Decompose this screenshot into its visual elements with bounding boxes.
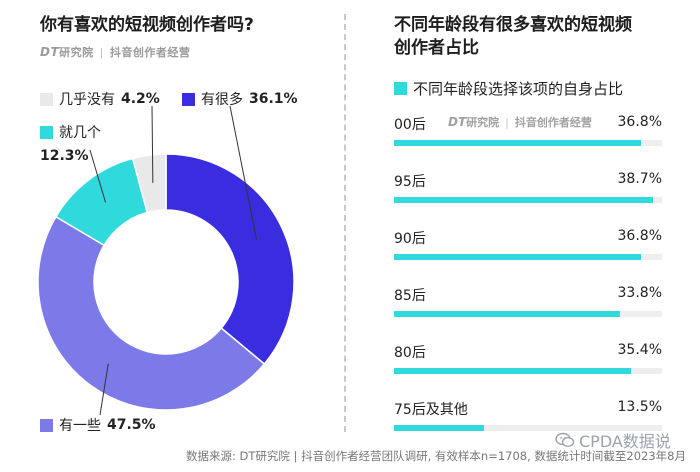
bar-category-label: 80后: [394, 345, 426, 361]
bar-track: [394, 254, 662, 260]
legend-swatch-almost-none: [40, 92, 53, 106]
legend-few: 就几个: [40, 122, 101, 142]
bar-row: 80后 35.4%: [394, 342, 662, 382]
panel-divider: [344, 14, 346, 432]
legend-label-some: 有一些: [59, 418, 101, 434]
legend-value-few: 12.3%: [40, 148, 89, 164]
watermark-text: CPDA数据说: [579, 432, 671, 451]
donut-brand: DT研究院 | 抖音创作者经营: [40, 44, 190, 60]
bar-fill: [394, 140, 641, 146]
bar-track: [394, 425, 662, 431]
bar-fill: [394, 311, 621, 317]
bar-fill: [394, 254, 641, 260]
bar-track: [394, 311, 662, 317]
legend-almost-none: 几乎没有 4.2%: [40, 89, 160, 109]
bar-value-label: 33.8%: [617, 285, 662, 301]
bar-value-label: 36.8%: [617, 114, 662, 130]
bar-row: 95后 38.7%: [394, 171, 662, 211]
brand-dt-cn: 研究院: [59, 46, 94, 59]
donut-chart-title: 你有喜欢的短视频创作者吗?: [40, 15, 254, 35]
bar-category-label: 95后: [394, 174, 426, 190]
leader-line-some: [99, 363, 109, 416]
bar-brand-dt-cn: 研究院: [466, 116, 500, 129]
bar-track: [394, 368, 662, 374]
bar-row: 75后及其他 13.5%: [394, 399, 662, 439]
donut-chart: [37, 105, 295, 416]
legend-very-many: 有很多 36.1%: [182, 89, 298, 109]
bar-row: 85后 33.8%: [394, 285, 662, 325]
bar-category-label: 75后及其他: [394, 402, 468, 418]
wechat-icon: [555, 432, 575, 448]
bar-track: [394, 140, 662, 146]
legend-label-few: 就几个: [59, 125, 101, 141]
bar-brand-dt-logo: DT: [448, 115, 467, 129]
data-source-footer: 数据来源: DT研究院 | 抖音创作者经营团队调研, 有效样本n=1708, 数…: [186, 449, 686, 463]
bar-brand-partner: 抖音创作者经营: [514, 116, 592, 129]
legend-value-some: 47.5%: [107, 417, 156, 433]
legend-swatch-very-many: [182, 92, 195, 106]
bar-fill: [394, 197, 654, 203]
bar-chart-title-line2: 创作者占比: [394, 38, 479, 58]
donut-slice-some: [37, 215, 266, 411]
leader-line-few: [89, 149, 106, 203]
bar-brand: DT研究院 | 抖音创作者经营: [448, 114, 592, 130]
legend-value-very-many: 36.1%: [249, 91, 298, 107]
bar-chart-title-line1: 不同年龄段有很多喜欢的短视频: [394, 15, 632, 35]
bar-value-label: 38.7%: [617, 171, 662, 187]
leader-line-almost-none: [151, 105, 154, 183]
bar-fill: [394, 425, 485, 431]
bar-legend-swatch: [394, 82, 407, 95]
bar-track: [394, 197, 662, 203]
bar-row: 90后 36.8%: [394, 228, 662, 268]
bar-value-label: 13.5%: [617, 399, 662, 415]
bar-legend: 不同年龄段选择该项的自身占比: [394, 78, 623, 99]
donut-slice-almost-none: [131, 153, 167, 214]
legend-value-almost-none: 4.2%: [121, 91, 160, 107]
legend-label-very-many: 有很多: [201, 92, 243, 108]
leader-line-very-many: [229, 105, 258, 240]
bar-brand-separator: |: [505, 116, 509, 129]
bar-value-label: 35.4%: [617, 342, 662, 358]
brand-partner: 抖音创作者经营: [109, 46, 191, 59]
bar-category-label: 90后: [394, 231, 426, 247]
bar-category-label: 85后: [394, 288, 426, 304]
legend-swatch-some: [40, 418, 53, 432]
bar-value-label: 36.8%: [617, 228, 662, 244]
bar-legend-label: 不同年龄段选择该项的自身占比: [413, 80, 624, 98]
brand-separator: |: [99, 46, 104, 59]
bar-panel: 不同年龄段有很多喜欢的短视频 创作者占比 不同年龄段选择该项的自身占比 DT研究…: [354, 0, 700, 440]
bar-fill: [394, 368, 632, 374]
legend-some: 有一些 47.5%: [40, 415, 156, 435]
bar-row: 00后 36.8%: [394, 114, 662, 154]
donut-panel: 你有喜欢的短视频创作者吗? DT研究院 | 抖音创作者经营 几乎没有 4.2% 有很…: [0, 0, 338, 440]
brand-dt-logo: DT: [40, 45, 60, 59]
donut-slice-very-many: [165, 153, 295, 366]
legend-label-almost-none: 几乎没有: [59, 92, 115, 108]
bar-category-label: 00后: [394, 117, 426, 133]
legend-swatch-few: [40, 125, 53, 139]
watermark: CPDA数据说: [555, 428, 671, 452]
